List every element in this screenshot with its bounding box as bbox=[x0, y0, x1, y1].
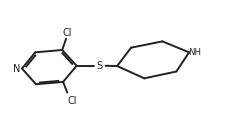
Text: Cl: Cl bbox=[62, 28, 72, 38]
Text: Cl: Cl bbox=[67, 96, 76, 106]
Text: N: N bbox=[12, 64, 20, 73]
Text: S: S bbox=[96, 61, 102, 71]
Text: NH: NH bbox=[188, 48, 201, 57]
